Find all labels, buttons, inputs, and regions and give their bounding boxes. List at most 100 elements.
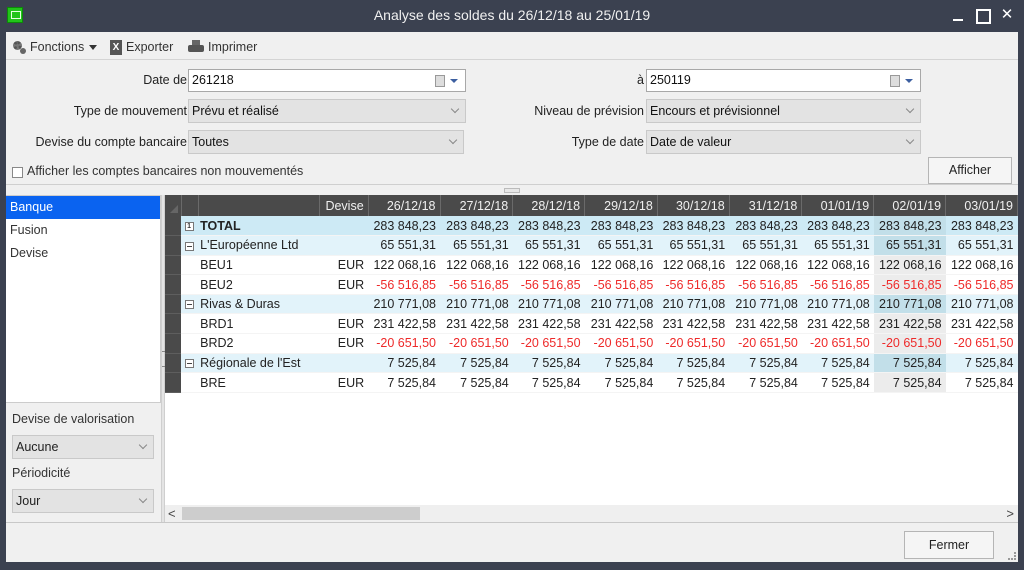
date-from-input[interactable]: 261218: [188, 69, 466, 92]
vertical-splitter[interactable]: [161, 195, 165, 522]
balance-cell[interactable]: 7 525,84: [368, 353, 440, 374]
resize-grip-icon[interactable]: [1008, 552, 1016, 560]
balance-cell[interactable]: -20 651,50: [945, 333, 1018, 354]
balance-cell[interactable]: 231 422,58: [368, 313, 440, 335]
balance-cell[interactable]: -20 651,50: [801, 333, 874, 354]
row-header[interactable]: [165, 372, 182, 393]
balance-cell[interactable]: 65 551,31: [729, 235, 802, 256]
collapse-icon[interactable]: [185, 241, 195, 251]
bank-group-row[interactable]: Rivas & Duras 210 771,08 210 771,08 210 771…: [165, 294, 1018, 315]
account-row[interactable]: BRD1 EUR 231 422,58 231 422,58 231 422,58 231…: [165, 313, 1018, 335]
column-header-date[interactable]: 01/01/19: [801, 195, 875, 216]
balance-cell[interactable]: 283 848,23: [368, 216, 440, 237]
balance-cell[interactable]: 7 525,84: [945, 372, 1018, 393]
balance-cell[interactable]: 65 551,31: [801, 235, 874, 256]
balance-cell[interactable]: 231 422,58: [440, 313, 513, 335]
balance-cell[interactable]: -20 651,50: [584, 333, 658, 354]
column-header-date[interactable]: 26/12/18: [368, 195, 441, 216]
calendar-dropdown-icon[interactable]: [450, 79, 458, 83]
date-type-select[interactable]: Date de valeur: [646, 130, 921, 154]
balance-cell[interactable]: 231 422,58: [873, 313, 946, 335]
horizontal-splitter-handle[interactable]: [504, 188, 520, 193]
date-to-input[interactable]: 250119: [646, 69, 921, 92]
balance-cell[interactable]: 122 068,16: [368, 255, 440, 276]
balance-cell[interactable]: 65 551,31: [945, 235, 1018, 256]
collapse-icon[interactable]: [185, 300, 195, 310]
balance-cell[interactable]: 65 551,31: [440, 235, 513, 256]
row-header[interactable]: [165, 255, 182, 276]
grouping-item-banque[interactable]: Banque: [6, 196, 160, 219]
column-header-currency[interactable]: Devise: [319, 195, 369, 216]
maximize-button[interactable]: [972, 5, 992, 25]
balance-cell[interactable]: -56 516,85: [945, 274, 1018, 295]
expander-cell[interactable]: [181, 353, 199, 374]
balance-cell[interactable]: 7 525,84: [873, 353, 946, 374]
balance-cell[interactable]: 7 525,84: [512, 353, 585, 374]
balance-cell[interactable]: 65 551,31: [584, 235, 658, 256]
balance-cell[interactable]: 122 068,16: [945, 255, 1018, 276]
movement-type-select[interactable]: Prévu et réalisé: [188, 99, 466, 123]
bank-group-row[interactable]: L'Européenne Ltd 65 551,31 65 551,31 65 551…: [165, 235, 1018, 256]
balance-cell[interactable]: 7 525,84: [657, 353, 730, 374]
balance-cell[interactable]: 122 068,16: [440, 255, 513, 276]
balance-cell[interactable]: 283 848,23: [729, 216, 802, 237]
column-header-date[interactable]: 02/01/19: [873, 195, 947, 216]
account-row[interactable]: BRE EUR 7 525,84 7 525,84 7 525,84 7 525,84 7 …: [165, 372, 1018, 393]
balance-cell[interactable]: -56 516,85: [584, 274, 658, 295]
balance-cell[interactable]: 7 525,84: [440, 353, 513, 374]
balance-cell[interactable]: 283 848,23: [873, 216, 946, 237]
functions-menu-button[interactable]: Fonctions: [12, 38, 98, 56]
balance-cell[interactable]: 210 771,08: [584, 294, 658, 315]
balance-cell[interactable]: 65 551,31: [512, 235, 585, 256]
balance-cell[interactable]: -56 516,85: [873, 274, 946, 295]
balance-cell[interactable]: 210 771,08: [945, 294, 1018, 315]
balance-cell[interactable]: 283 848,23: [512, 216, 585, 237]
close-window-button[interactable]: ✕: [1000, 6, 1014, 23]
balance-cell[interactable]: 7 525,84: [801, 353, 874, 374]
balance-cell[interactable]: 283 848,23: [945, 216, 1018, 237]
column-header-date[interactable]: 27/12/18: [440, 195, 514, 216]
balance-cell[interactable]: 65 551,31: [368, 235, 440, 256]
balance-cell[interactable]: 122 068,16: [873, 255, 946, 276]
column-header-date[interactable]: 30/12/18: [657, 195, 730, 216]
balance-cell[interactable]: 7 525,84: [512, 372, 585, 393]
balance-cell[interactable]: 7 525,84: [945, 353, 1018, 374]
balance-cell[interactable]: 231 422,58: [657, 313, 730, 335]
balance-cell[interactable]: 210 771,08: [512, 294, 585, 315]
balance-cell[interactable]: 7 525,84: [729, 372, 802, 393]
balance-cell[interactable]: 7 525,84: [657, 372, 730, 393]
balance-cell[interactable]: 122 068,16: [657, 255, 730, 276]
calendar-dropdown-icon[interactable]: [905, 79, 913, 83]
column-header-date[interactable]: 31/12/18: [729, 195, 803, 216]
balance-cell[interactable]: -20 651,50: [873, 333, 946, 354]
balance-cell[interactable]: 7 525,84: [873, 372, 946, 393]
row-header[interactable]: [165, 274, 182, 295]
account-row[interactable]: BRD2 EUR -20 651,50 -20 651,50 -20 651,50 -20…: [165, 333, 1018, 354]
balance-cell[interactable]: 231 422,58: [801, 313, 874, 335]
balance-cell[interactable]: -56 516,85: [657, 274, 730, 295]
show-unmoved-accounts-checkbox[interactable]: [12, 167, 23, 178]
calendar-icon[interactable]: [435, 75, 445, 87]
column-header-name[interactable]: [198, 195, 320, 216]
scroll-left-arrow-icon[interactable]: <: [168, 506, 176, 521]
balance-cell[interactable]: 210 771,08: [873, 294, 946, 315]
calendar-icon[interactable]: [890, 75, 900, 87]
balance-cell[interactable]: 210 771,08: [368, 294, 440, 315]
balance-cell[interactable]: 231 422,58: [729, 313, 802, 335]
balance-cell[interactable]: 122 068,16: [512, 255, 585, 276]
balance-cell[interactable]: 122 068,16: [801, 255, 874, 276]
balance-cell[interactable]: 122 068,16: [729, 255, 802, 276]
balance-cell[interactable]: -20 651,50: [512, 333, 585, 354]
forecast-level-select[interactable]: Encours et prévisionnel: [646, 99, 921, 123]
balance-cell[interactable]: 283 848,23: [801, 216, 874, 237]
minimize-button[interactable]: [948, 5, 968, 25]
row-header[interactable]: [165, 235, 182, 256]
balance-cell[interactable]: 283 848,23: [584, 216, 658, 237]
account-row[interactable]: BEU2 EUR -56 516,85 -56 516,85 -56 516,85 -56…: [165, 274, 1018, 295]
balance-cell[interactable]: -56 516,85: [440, 274, 513, 295]
balance-cell[interactable]: 210 771,08: [729, 294, 802, 315]
valuation-currency-select[interactable]: Aucune: [12, 435, 154, 459]
balance-cell[interactable]: 210 771,08: [440, 294, 513, 315]
balance-cell[interactable]: 122 068,16: [584, 255, 658, 276]
